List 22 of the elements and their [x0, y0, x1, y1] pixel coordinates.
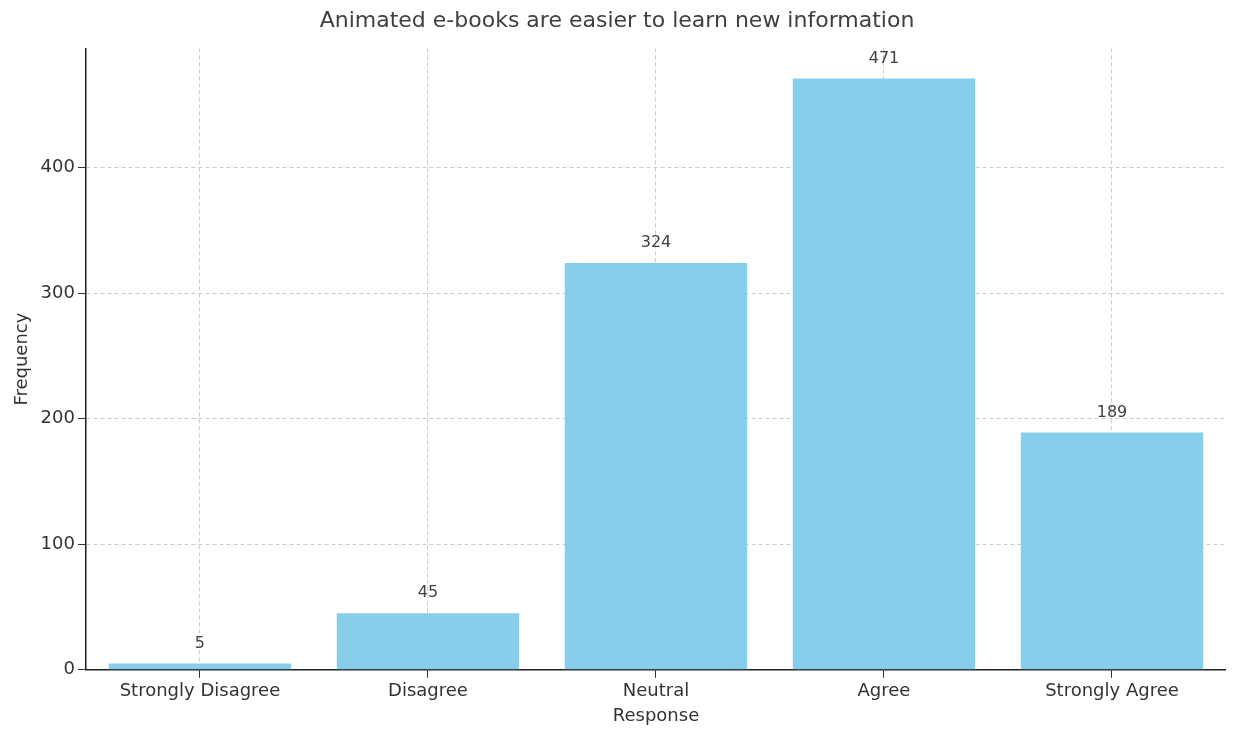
data-label: 324 — [640, 232, 672, 252]
x-tick-label: Strongly Disagree — [119, 679, 281, 701]
y-axis-title: Frequency — [10, 312, 32, 406]
bar — [564, 263, 748, 670]
data-label: 471 — [868, 47, 900, 67]
x-tick-label: Strongly Agree — [1045, 679, 1179, 701]
x-axis-title: Response — [612, 703, 700, 725]
bar — [336, 613, 520, 670]
x-tick-label: Neutral — [622, 679, 690, 701]
chart-title: Animated e-books are easier to learn new information — [319, 6, 915, 32]
x-tick-label: Agree — [857, 679, 911, 701]
x-tick-label: Disagree — [388, 679, 468, 701]
data-label: 189 — [1096, 401, 1128, 421]
data-label: 5 — [194, 632, 206, 652]
y-tick-label: 200 — [40, 406, 75, 428]
data-label: 45 — [417, 582, 439, 602]
y-tick-label: 400 — [40, 155, 75, 177]
bar — [1020, 432, 1204, 670]
y-tick-label: 300 — [40, 280, 75, 302]
y-tick-label: 100 — [40, 531, 75, 553]
y-tick-label: 0 — [63, 657, 75, 679]
bar — [792, 78, 976, 670]
